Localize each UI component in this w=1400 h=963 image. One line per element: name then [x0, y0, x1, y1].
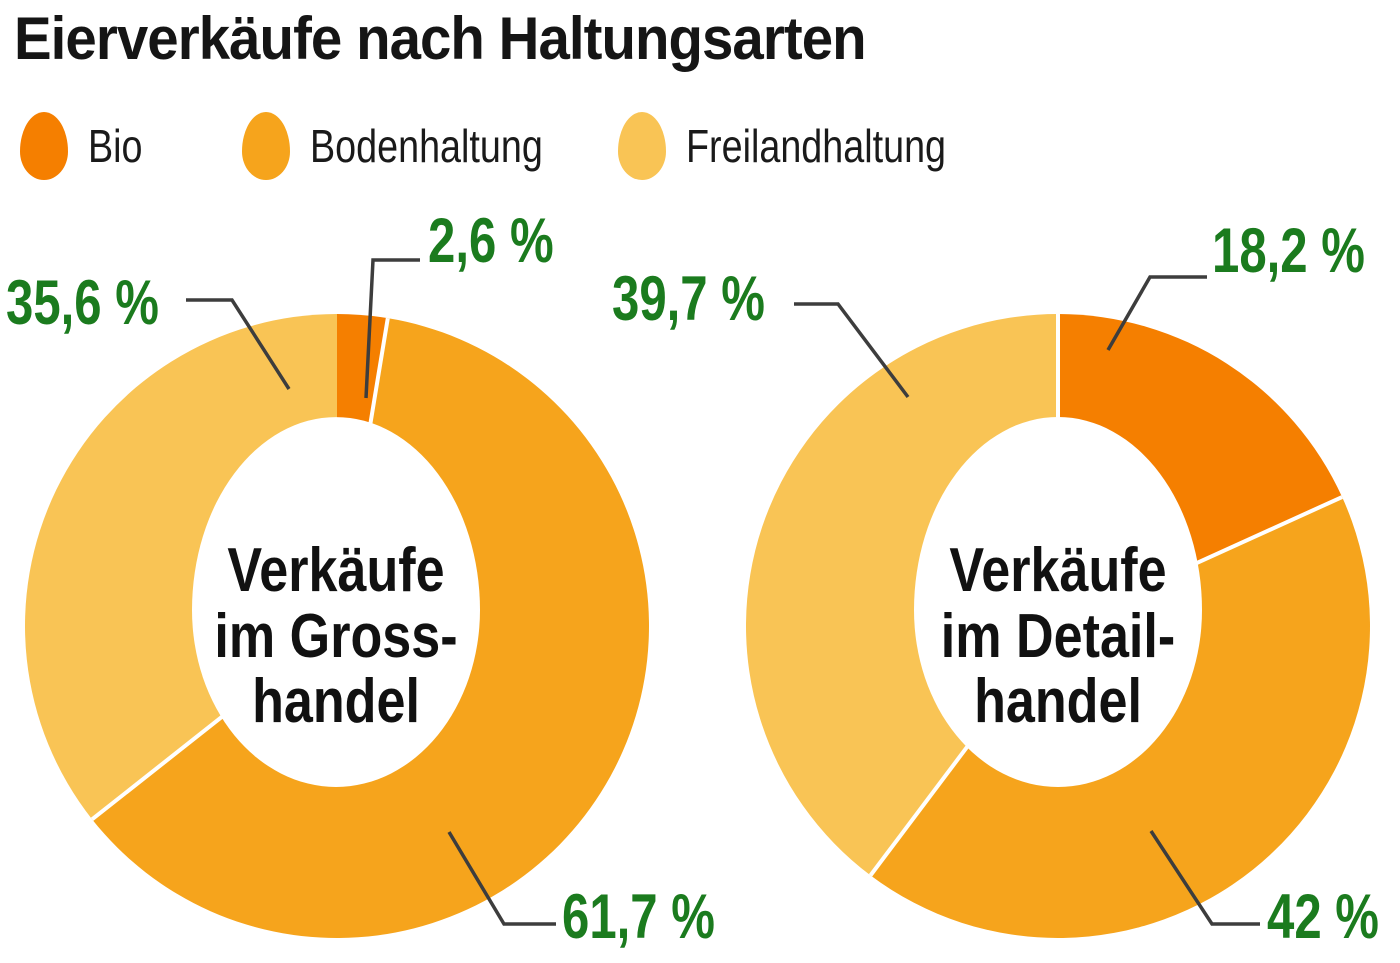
donut-right-center-label: Verkäufe im Detail- handel — [907, 538, 1209, 735]
bio-egg-icon — [20, 112, 68, 180]
donut-right-egg-hole — [914, 417, 1202, 787]
legend-label-bodenhaltung: Bodenhaltung — [310, 120, 543, 172]
leader-grosshandel-bodenhaltung — [447, 831, 556, 926]
value-label-grosshandel-bio: 2,6 % — [428, 206, 554, 276]
legend-item-bio: Bio — [20, 110, 154, 182]
donut-left-slice-freilandhaltung — [25, 314, 338, 820]
center-line: im Gross- — [214, 601, 458, 671]
center-line: handel — [252, 667, 420, 737]
center-line: Verkäufe — [949, 536, 1167, 605]
center-line: Verkäufe — [227, 536, 445, 605]
legend-item-bodenhaltung: Bodenhaltung — [242, 110, 594, 182]
value-label-grosshandel-freilandhaltung: 35,6 % — [6, 268, 159, 338]
center-line: im Detail- — [940, 601, 1176, 671]
value-label-detailhandel-bio: 18,2 % — [1212, 216, 1365, 286]
donut-left-egg-hole — [192, 417, 480, 787]
leader-grosshandel-freilandhaltung — [186, 298, 291, 390]
leader-detailhandel-bodenhaltung — [1149, 830, 1260, 926]
leader-detailhandel-bio — [1106, 275, 1207, 351]
freilandhaltung-egg-icon — [618, 112, 666, 180]
chart-title: Eierverkäufe nach Haltungsarten — [14, 5, 867, 72]
center-line: handel — [974, 667, 1142, 737]
leader-detailhandel-freilandhaltung — [794, 302, 910, 399]
value-label-detailhandel-bodenhaltung: 42 % — [1267, 882, 1380, 952]
bodenhaltung-egg-icon — [242, 112, 290, 180]
legend-item-freilandhaltung: Freilandhaltung — [618, 110, 1003, 182]
value-label-grosshandel-bodenhaltung: 61,7 % — [562, 882, 715, 952]
legend-label-freilandhaltung: Freilandhaltung — [686, 120, 947, 172]
legend-label-bio: Bio — [88, 120, 143, 172]
value-label-detailhandel-freilandhaltung: 39,7 % — [612, 264, 765, 334]
leader-grosshandel-bio — [364, 258, 420, 399]
donut-left-center-label: Verkäufe im Gross- handel — [185, 538, 487, 735]
